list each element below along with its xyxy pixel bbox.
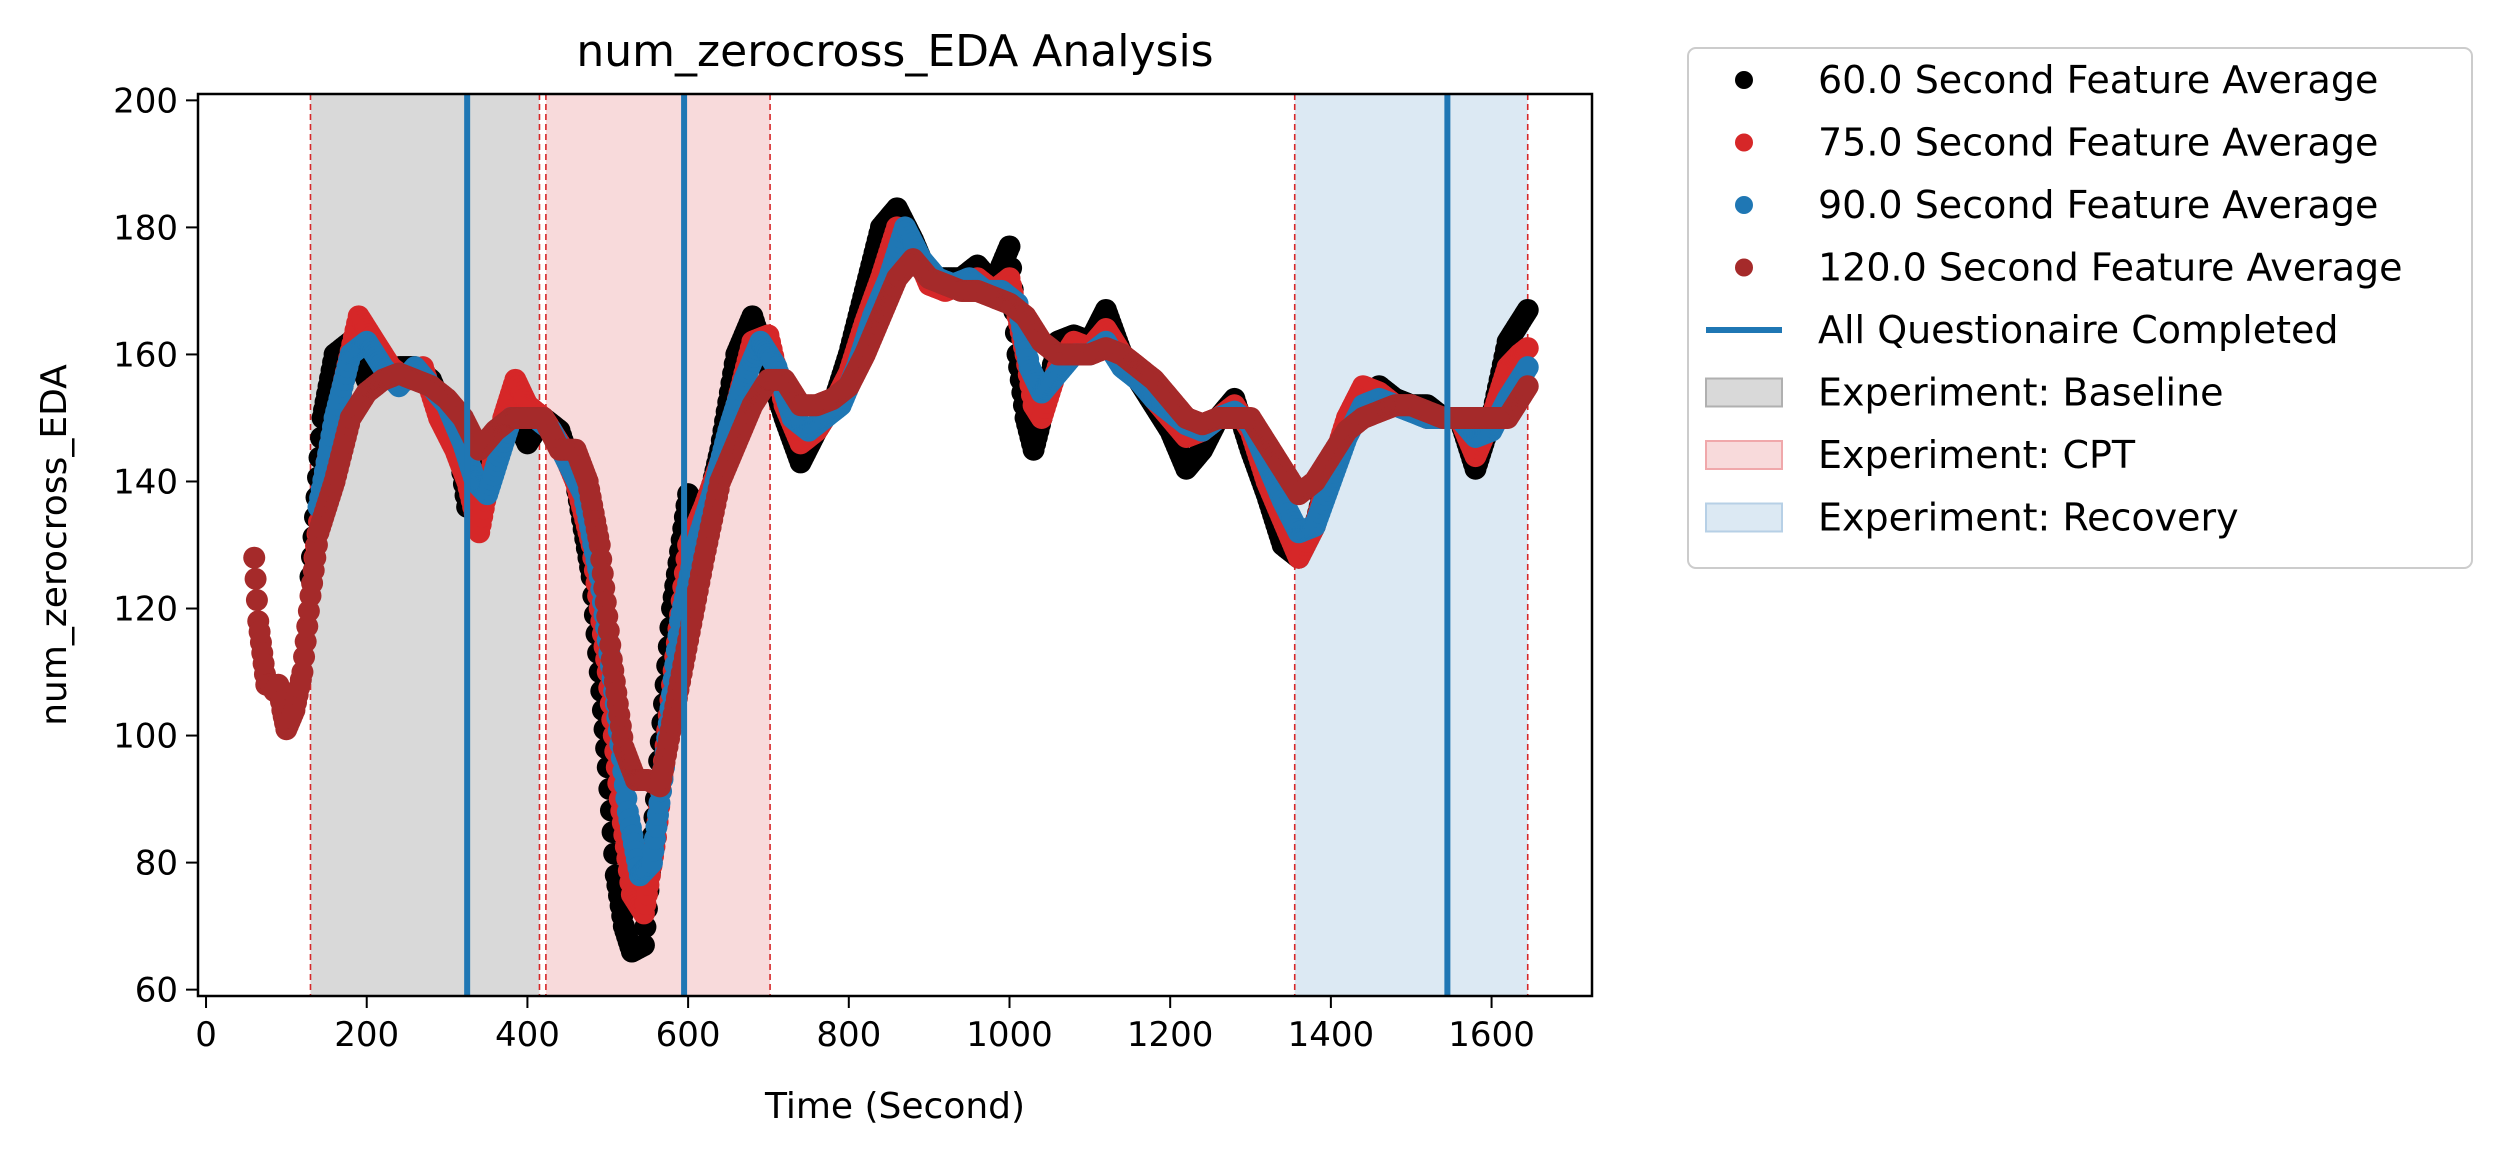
x-tick-label: 200 bbox=[334, 1015, 399, 1055]
x-tick-label: 1000 bbox=[966, 1015, 1053, 1055]
legend-label: Experiment: Recovery bbox=[1818, 496, 2239, 540]
legend-item-4: All Questionaire Completed bbox=[1706, 308, 2339, 352]
x-tick-label: 1200 bbox=[1127, 1015, 1214, 1055]
series-points bbox=[243, 197, 1539, 963]
y-axis-label: num_zerocross_EDA bbox=[34, 364, 75, 726]
x-tick-label: 400 bbox=[495, 1015, 560, 1055]
y-tick-label: 140 bbox=[113, 462, 178, 502]
legend-label: 120.0 Second Feature Average bbox=[1818, 246, 2403, 290]
legend-item-6: Experiment: CPT bbox=[1705, 433, 2136, 477]
legend-marker bbox=[1705, 440, 1783, 470]
y-tick-label: 160 bbox=[113, 335, 178, 375]
phase-bands bbox=[310, 94, 1528, 996]
point bbox=[1516, 375, 1539, 398]
x-tick-label: 800 bbox=[816, 1015, 881, 1055]
legend-marker bbox=[1735, 196, 1753, 214]
legend-item-3: 120.0 Second Feature Average bbox=[1735, 246, 2403, 290]
point bbox=[1516, 337, 1539, 360]
series-3 bbox=[243, 248, 1539, 798]
point bbox=[245, 589, 268, 612]
legend-label: Experiment: CPT bbox=[1818, 433, 2136, 477]
point bbox=[1516, 298, 1539, 321]
y-tick-label: 60 bbox=[135, 971, 178, 1011]
x-tick-label: 0 bbox=[195, 1015, 217, 1055]
point bbox=[632, 934, 655, 957]
legend-item-2: 90.0 Second Feature Average bbox=[1735, 183, 2378, 227]
chart-title: num_zerocross_EDA Analysis bbox=[576, 26, 1213, 77]
y-tick-label: 80 bbox=[135, 844, 178, 884]
legend-item-7: Experiment: Recovery bbox=[1705, 496, 2239, 540]
legend-marker bbox=[1705, 377, 1783, 408]
legend-label: All Questionaire Completed bbox=[1818, 308, 2339, 352]
point bbox=[244, 567, 267, 590]
x-tick-label: 1400 bbox=[1288, 1015, 1375, 1055]
legend-item-0: 60.0 Second Feature Average bbox=[1735, 58, 2378, 102]
y-axis-ticks: 60 80 100 120 140 160 180 200 bbox=[113, 81, 198, 1011]
y-tick-label: 200 bbox=[113, 81, 178, 121]
legend: 60.0 Second Feature Average 75.0 Second F… bbox=[1687, 47, 2473, 569]
legend-item-1: 75.0 Second Feature Average bbox=[1735, 121, 2378, 165]
legend-item-5: Experiment: Baseline bbox=[1705, 371, 2224, 415]
y-tick-label: 180 bbox=[113, 208, 178, 248]
legend-marker bbox=[1705, 502, 1783, 533]
phase-band-2 bbox=[1294, 94, 1528, 996]
x-tick-label: 600 bbox=[656, 1015, 721, 1055]
legend-marker bbox=[1735, 71, 1753, 89]
legend-marker bbox=[1735, 258, 1753, 277]
legend-marker bbox=[1735, 133, 1753, 152]
phase-band-0 bbox=[310, 94, 540, 996]
legend-box bbox=[1687, 47, 2473, 569]
point bbox=[1516, 356, 1539, 379]
y-tick-label: 100 bbox=[113, 717, 178, 757]
legend-label: 60.0 Second Feature Average bbox=[1818, 58, 2378, 102]
x-axis-label: Time (Second) bbox=[764, 1086, 1025, 1127]
plot-frame bbox=[196, 92, 1594, 998]
legend-label: 75.0 Second Feature Average bbox=[1818, 121, 2378, 165]
y-tick-label: 120 bbox=[113, 590, 178, 630]
legend-label: Experiment: Baseline bbox=[1818, 371, 2224, 415]
point bbox=[243, 546, 266, 569]
point bbox=[998, 235, 1021, 258]
questionnaire-lines bbox=[464, 94, 1451, 996]
x-tick-label: 1600 bbox=[1448, 1015, 1535, 1055]
legend-label: 90.0 Second Feature Average bbox=[1818, 183, 2378, 227]
x-axis-ticks: 0 200 400 600 800 1000 1200 1400 1600 bbox=[195, 996, 1535, 1055]
